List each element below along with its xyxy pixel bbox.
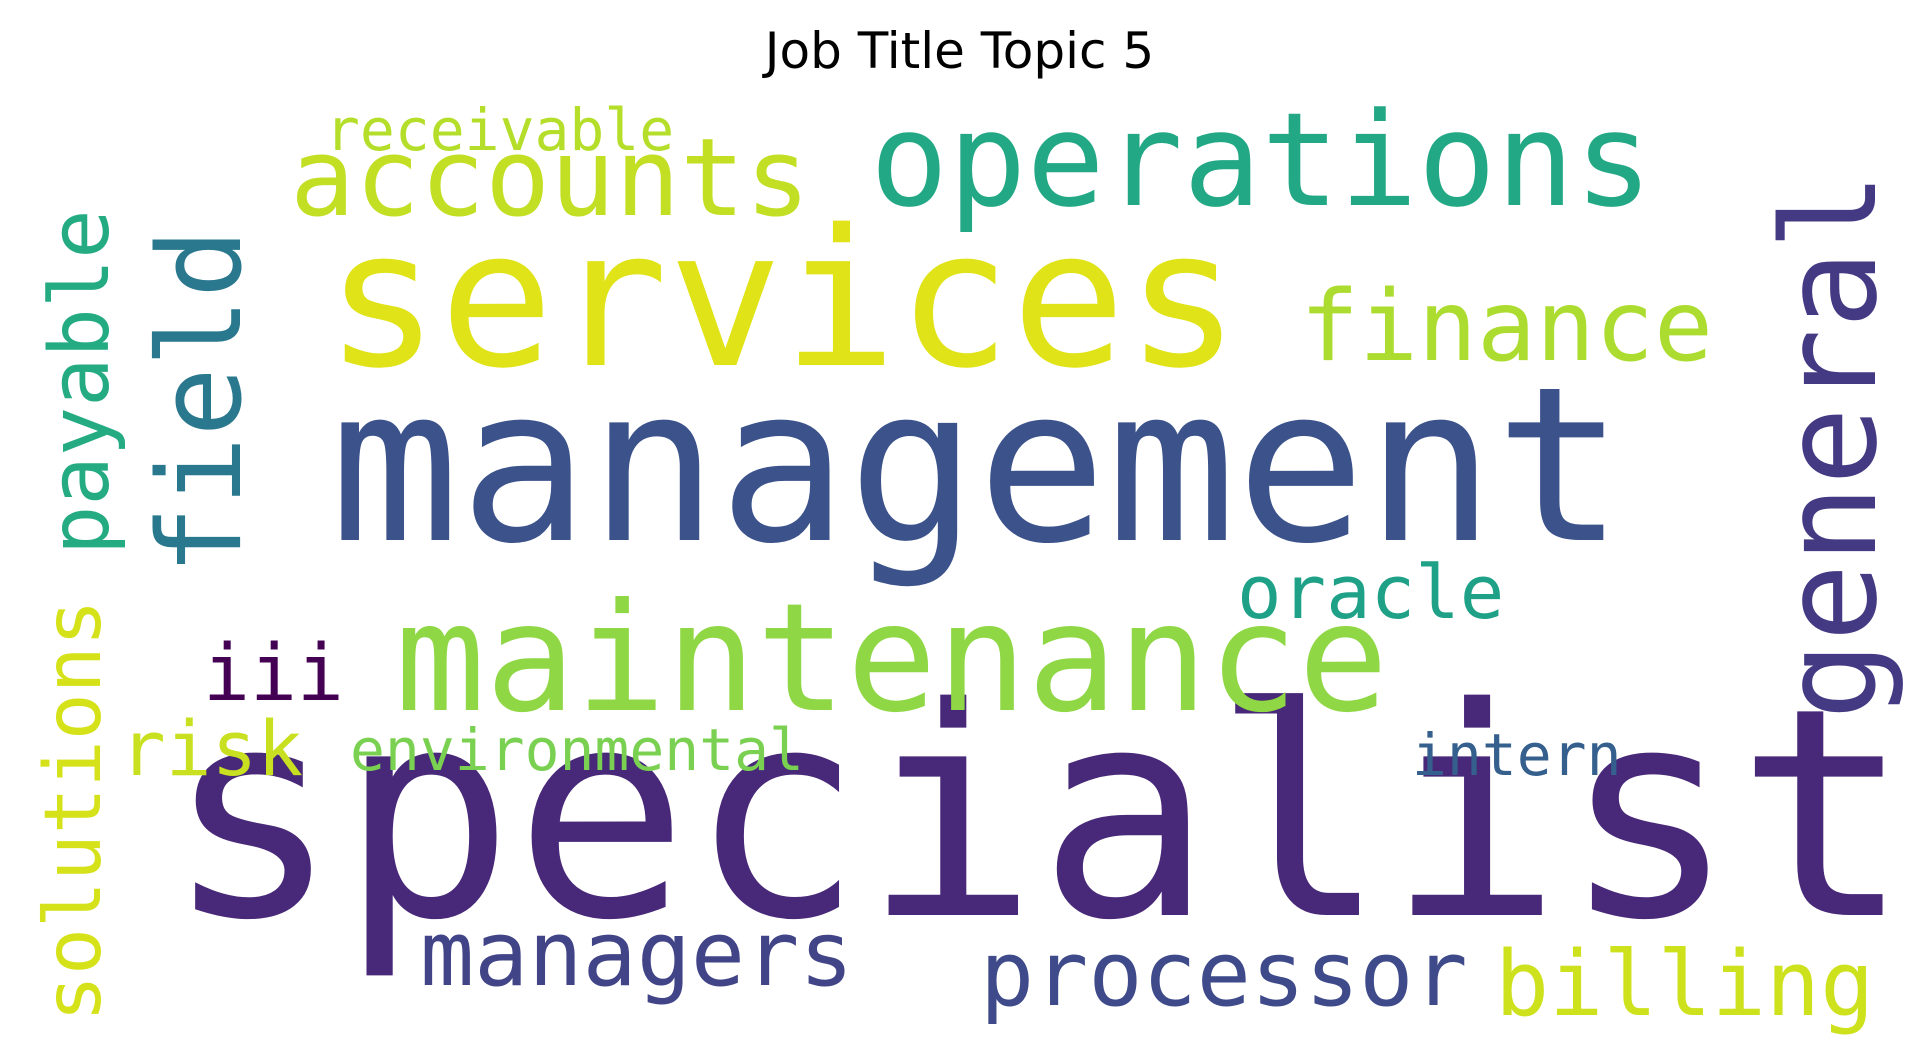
word-intern: intern [1412, 721, 1622, 789]
word-field: field [134, 229, 268, 575]
word-managers: managers [420, 902, 853, 1007]
word-general: general [1754, 172, 1906, 720]
word-billing: billing [1495, 932, 1874, 1037]
word-specialist: specialist [165, 647, 1911, 984]
word-management: management [330, 340, 1624, 591]
word-operations: operations [870, 84, 1653, 236]
word-receivable: receivable [325, 96, 674, 164]
word-solutions: solutions [29, 599, 119, 1022]
word-environmental: environmental [350, 716, 804, 784]
word-finance: finance [1300, 270, 1713, 384]
word-accounts: accounts [290, 116, 810, 241]
word-processor: processor [980, 922, 1468, 1027]
word-risk: risk [120, 704, 303, 793]
word-services: services [325, 189, 1240, 410]
chart-title: Job Title Topic 5 [764, 22, 1155, 80]
word-payable: payable [33, 209, 128, 555]
word-maintenance: maintenance [395, 572, 1388, 746]
word-iii: iii [203, 629, 344, 719]
word-oracle: oracle [1237, 550, 1504, 636]
